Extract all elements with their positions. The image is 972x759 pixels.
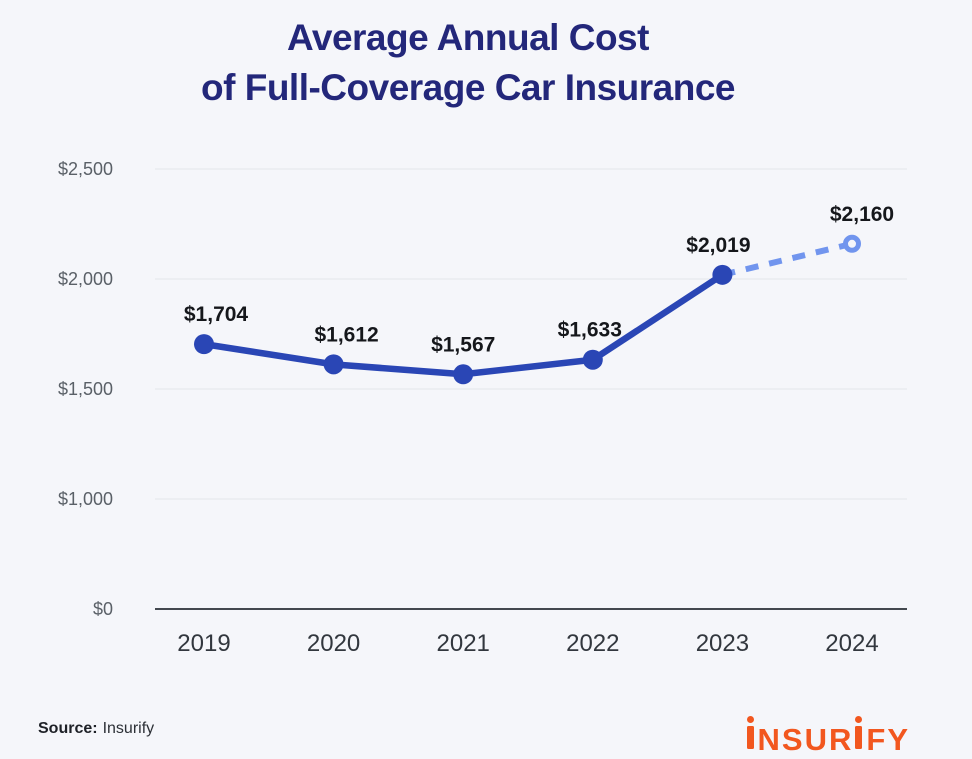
data-label: $1,567: [431, 333, 495, 356]
source-label: Source:: [38, 720, 98, 737]
actual-line: [200, 271, 726, 378]
x-tick-label: 2019: [177, 630, 230, 657]
data-point: [582, 349, 603, 370]
logo-letter: S: [781, 722, 803, 757]
y-tick-label: $2,500: [58, 159, 113, 179]
x-tick-label: 2020: [307, 630, 360, 657]
logo-dotted-i-icon: [855, 716, 863, 749]
logo-letter: F: [866, 722, 886, 757]
chart-title-line2: of Full-Coverage Car Insurance: [201, 67, 735, 108]
x-tick-label: 2023: [696, 630, 749, 657]
logo-letter: Y: [887, 722, 908, 757]
logo-dotted-i-icon: [746, 716, 754, 749]
data-label: $2,019: [686, 234, 750, 257]
x-tick-label: 2021: [437, 630, 490, 657]
logo-letter: U: [804, 722, 827, 757]
line-chart: $2,500 $2,000 $1,500 $1,000 $0 2019 2020 2021 20…: [58, 159, 907, 657]
y-tick-label: $2,000: [58, 269, 113, 289]
data-point: [712, 264, 733, 285]
data-label: $1,704: [184, 303, 249, 326]
projected-point: [843, 234, 861, 253]
x-tick-label: 2024: [825, 630, 878, 657]
logo-letter: R: [828, 722, 852, 757]
data-point: [323, 354, 344, 375]
data-label: $2,160: [830, 203, 894, 226]
chart-title-line1: Average Annual Cost: [287, 17, 649, 58]
x-tick-label: 2022: [566, 630, 619, 657]
data-label: $1,612: [314, 323, 378, 346]
data-point: [194, 334, 214, 355]
source-note: Source: Insurify: [38, 720, 154, 738]
logo-letter: N: [757, 722, 780, 757]
data-point: [453, 364, 474, 385]
source-value: Insurify: [102, 720, 155, 737]
y-tick-label: $0: [93, 599, 113, 619]
data-label: $1,633: [558, 319, 622, 342]
chart-title: Average Annual Cost of Full-Coverage Car…: [0, 13, 936, 113]
y-tick-label: $1,500: [58, 379, 113, 399]
y-tick-label: $1,000: [58, 489, 113, 509]
